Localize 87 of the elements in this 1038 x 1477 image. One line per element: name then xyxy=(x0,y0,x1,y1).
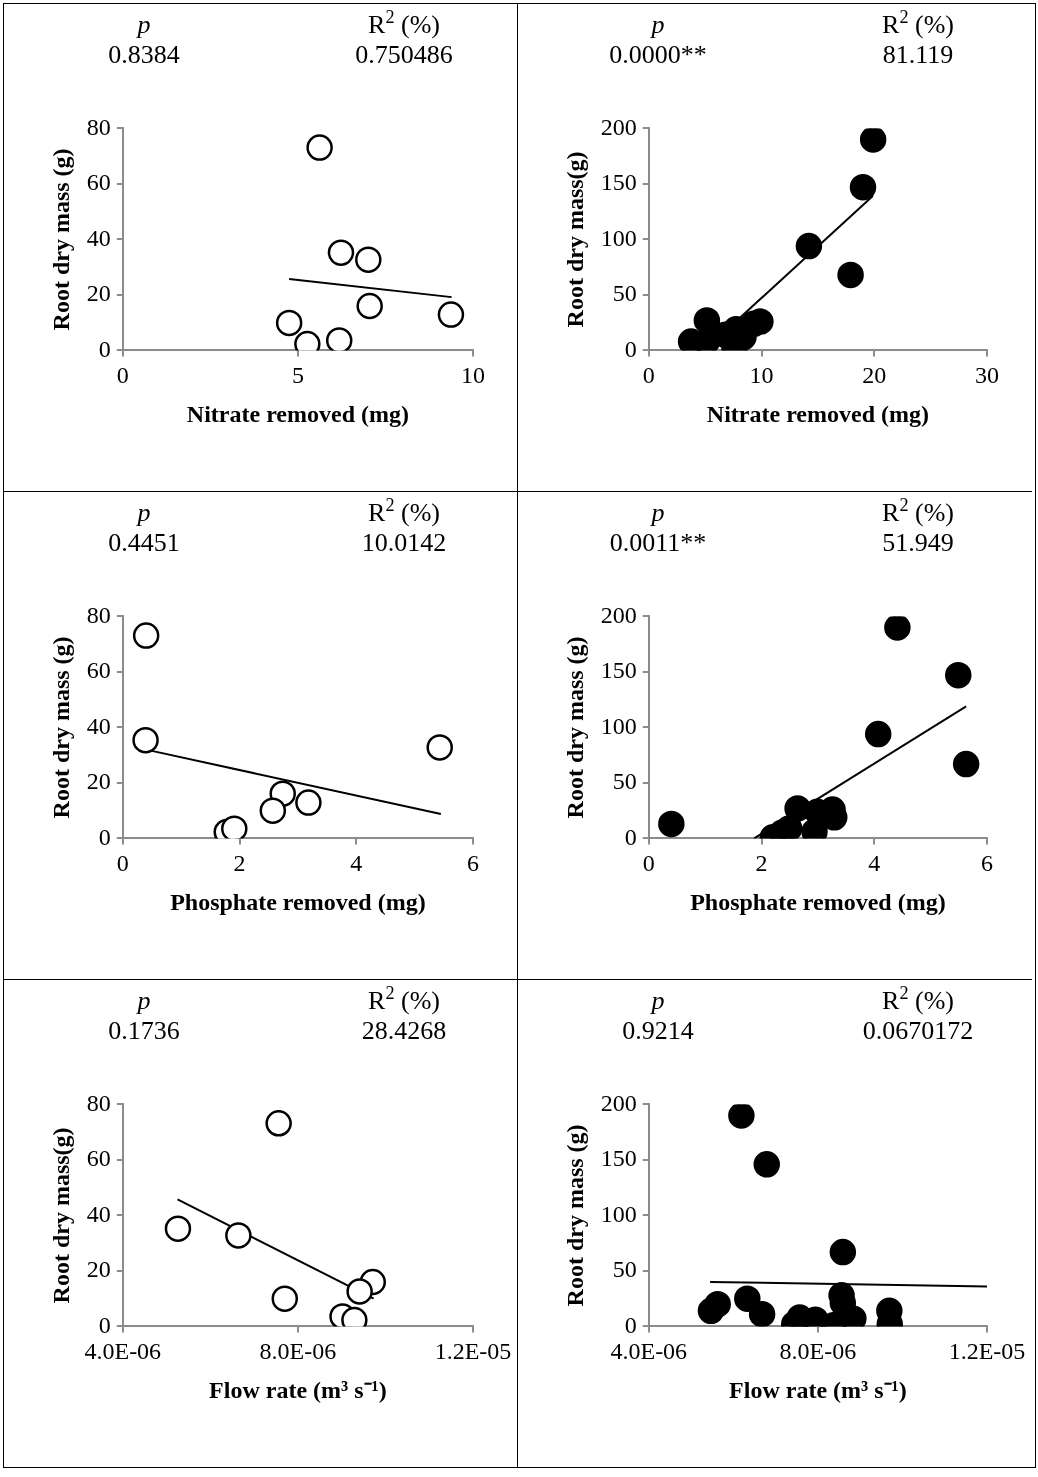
y-tick-label: 50 xyxy=(612,280,637,307)
text: R$^{2}$ (%) xyxy=(881,7,955,40)
x-tick-label: 4.0E-06 xyxy=(610,1338,688,1365)
y-tick-label: 60 xyxy=(86,1145,111,1172)
y-tick-label: 100 xyxy=(600,224,637,251)
text: p xyxy=(649,498,666,528)
y-tick-label: 200 xyxy=(600,113,637,140)
y-tick-label: 80 xyxy=(86,601,111,628)
y-tick-label: 40 xyxy=(86,712,111,739)
text: 51.949 xyxy=(881,528,955,558)
x-tick-label: 4.0E-06 xyxy=(84,1338,162,1365)
y-tick-label: 0 xyxy=(98,335,111,362)
text: p xyxy=(649,10,666,40)
y-tick-label: 0 xyxy=(624,823,637,850)
x-tick-label: 4 xyxy=(350,850,363,877)
text: R$^{2}$ (%) xyxy=(881,983,955,1016)
y-axis-title: Root dry mass (g) xyxy=(561,636,588,819)
y-tick-label: 100 xyxy=(600,1200,637,1227)
x-axis-title: Nitrate removed (mg) xyxy=(186,400,409,427)
x-axis-title: Phosphate removed (mg) xyxy=(170,888,426,915)
y-tick-label: 20 xyxy=(86,1256,111,1283)
text: 0.0011** xyxy=(608,528,708,558)
y-tick-label: 20 xyxy=(86,280,111,307)
x-axis-title: Phosphate removed (mg) xyxy=(690,888,946,915)
x-tick-label: 6 xyxy=(981,850,993,877)
x-tick-label: 6 xyxy=(467,850,479,877)
text: 0.1736 xyxy=(107,1016,181,1046)
x-tick-label: 2 xyxy=(755,850,768,877)
text: 0.4451 xyxy=(107,528,181,558)
text: 81.119 xyxy=(881,40,955,70)
y-axis-title: Root dry mass (g) xyxy=(47,636,74,819)
text: p xyxy=(135,986,152,1016)
y-tick-label: 150 xyxy=(600,1145,637,1172)
x-axis-title: Flow rate (m³ s⁻¹) xyxy=(209,1376,387,1403)
text: 10.0142 xyxy=(360,528,448,558)
x-axis-title: Flow rate (m³ s⁻¹) xyxy=(729,1376,907,1403)
y-tick-label: 50 xyxy=(612,768,637,795)
text: 28.4268 xyxy=(360,1016,448,1046)
text: p xyxy=(135,10,152,40)
y-tick-label: 100 xyxy=(600,712,637,739)
x-tick-label: 0 xyxy=(642,850,655,877)
y-tick-label: 200 xyxy=(600,601,637,628)
x-tick-label: 8.0E-06 xyxy=(259,1338,337,1365)
y-axis-title: Root dry mass (g) xyxy=(561,1124,588,1307)
x-tick-label: 1.2E-05 xyxy=(434,1338,512,1365)
y-tick-label: 80 xyxy=(86,113,111,140)
y-axis-title: Root dry mass(g) xyxy=(47,1127,74,1304)
x-tick-label: 4 xyxy=(868,850,881,877)
x-tick-label: 0 xyxy=(116,362,129,389)
text: 0.9214 xyxy=(621,1016,695,1046)
y-tick-label: 60 xyxy=(86,657,111,684)
x-tick-label: 20 xyxy=(862,362,887,389)
text: 0.0000** xyxy=(608,40,708,70)
text: p xyxy=(135,498,152,528)
y-tick-label: 60 xyxy=(86,169,111,196)
text: R$^{2}$ (%) xyxy=(881,495,955,528)
y-tick-label: 80 xyxy=(86,1089,111,1116)
y-tick-label: 40 xyxy=(86,224,111,251)
y-tick-label: 0 xyxy=(624,335,637,362)
x-tick-label: 5 xyxy=(291,362,304,389)
x-tick-label: 10 xyxy=(749,362,774,389)
x-tick-label: 0 xyxy=(642,362,655,389)
y-tick-label: 150 xyxy=(600,657,637,684)
x-tick-label: 10 xyxy=(461,362,485,389)
text: R$^{2}$ (%) xyxy=(367,495,441,528)
y-tick-label: 0 xyxy=(98,823,111,850)
x-tick-label: 1.2E-05 xyxy=(948,1338,1026,1365)
y-tick-label: 0 xyxy=(624,1311,637,1338)
y-tick-label: 150 xyxy=(600,169,637,196)
x-tick-label: 0 xyxy=(116,850,129,877)
text: 0.0670172 xyxy=(861,1016,975,1046)
x-axis-title: Nitrate removed (mg) xyxy=(706,400,929,427)
text: p xyxy=(649,986,666,1016)
y-tick-label: 0 xyxy=(98,1311,111,1338)
y-tick-label: 50 xyxy=(612,1256,637,1283)
y-tick-label: 200 xyxy=(600,1089,637,1116)
text: 0.750486 xyxy=(354,40,454,70)
y-tick-label: 40 xyxy=(86,1200,111,1227)
text: R$^{2}$ (%) xyxy=(367,983,441,1016)
x-tick-label: 2 xyxy=(233,850,246,877)
text: R$^{2}$ (%) xyxy=(367,7,441,40)
y-axis-title: Root dry mass (g) xyxy=(47,148,74,331)
y-axis-title: Root dry mass(g) xyxy=(561,151,588,328)
x-tick-label: 30 xyxy=(975,362,999,389)
text: 0.8384 xyxy=(107,40,181,70)
x-tick-label: 8.0E-06 xyxy=(779,1338,857,1365)
y-tick-label: 20 xyxy=(86,768,111,795)
